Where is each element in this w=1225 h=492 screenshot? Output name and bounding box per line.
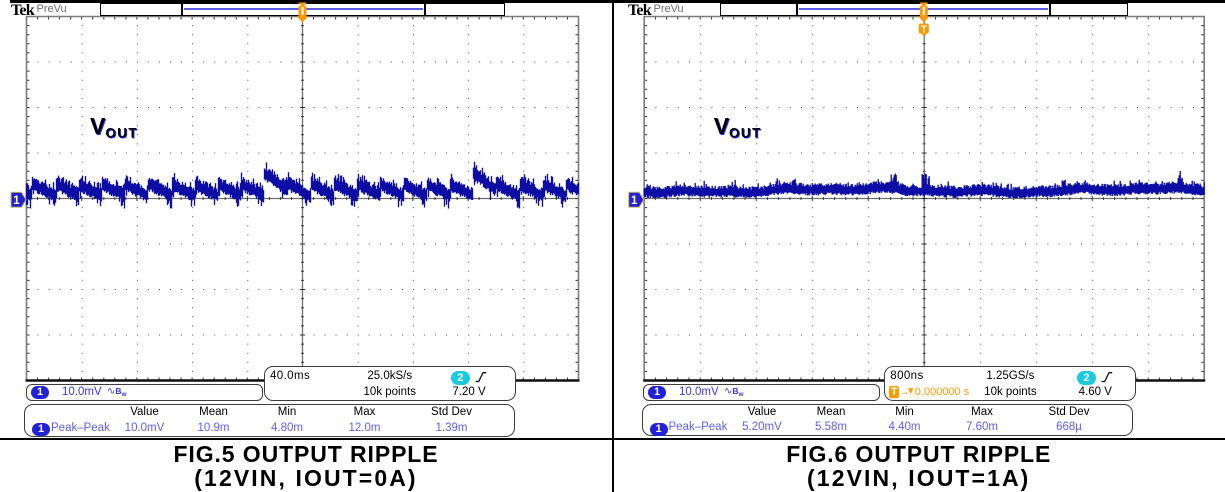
- svg-text:1: 1: [630, 195, 637, 207]
- svg-text:1: 1: [13, 195, 20, 207]
- svg-text:T: T: [920, 25, 926, 36]
